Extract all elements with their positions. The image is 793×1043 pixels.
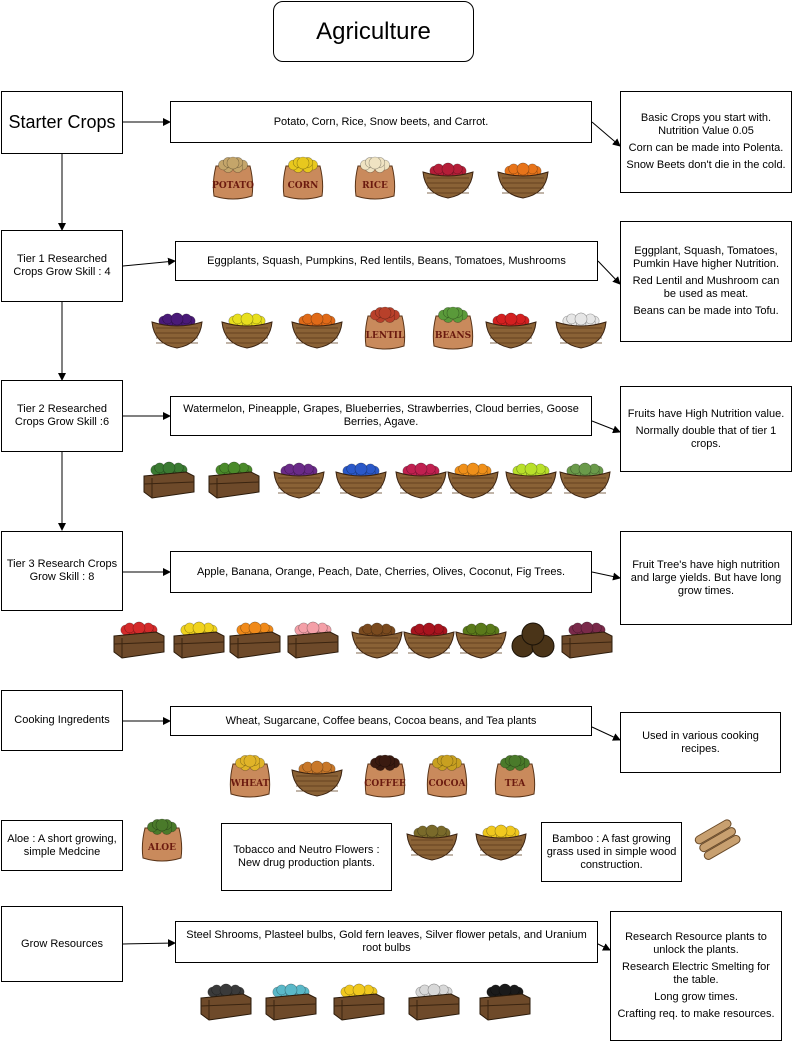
cooking-notes: Used in various cooking recipes. [620, 712, 781, 773]
basket-icon [392, 454, 450, 502]
crate-icon [205, 454, 263, 502]
arrow-grow-crops [122, 939, 176, 948]
coconut-icon [505, 614, 563, 662]
grow-resources-notes: Research Resource plants to unlock the p… [610, 911, 782, 1041]
bamboo-icon [690, 816, 748, 864]
sack-icon: WHEAT [221, 752, 279, 800]
crate-icon [476, 976, 534, 1024]
sack-icon: TEA [486, 752, 544, 800]
sack-icon: CORN [274, 154, 332, 202]
crate-icon [170, 614, 228, 662]
basket-icon [552, 304, 610, 352]
basket-icon [556, 454, 614, 502]
cooking-label: Cooking Ingredents [1, 690, 123, 751]
svg-text:COFFEE: COFFEE [364, 779, 406, 789]
crate-icon [110, 614, 168, 662]
page-title: Agriculture [273, 1, 474, 62]
svg-text:POTATO: POTATO [212, 181, 254, 191]
tier1-crops-list: Eggplants, Squash, Pumpkins, Red lentils… [175, 241, 598, 281]
tobacco-note: Tobacco and Neutro Flowers : New drug pr… [221, 823, 392, 891]
crate-icon [262, 976, 320, 1024]
starter-crops-label: Starter Crops [1, 91, 123, 154]
cooking-crops-list: Wheat, Sugarcane, Coffee beans, Cocoa be… [170, 706, 592, 736]
svg-text:WHEAT: WHEAT [230, 779, 270, 789]
tier1-notes: Eggplant, Squash, Tomatoes, Pumkin Have … [620, 221, 792, 342]
basket-icon [502, 454, 560, 502]
basket-icon [218, 304, 276, 352]
crate-icon [197, 976, 255, 1024]
crate-icon [140, 454, 198, 502]
arrow-cooking-notes [591, 726, 621, 741]
basket-icon [348, 614, 406, 662]
tier3-label: Tier 3 Research Crops Grow Skill : 8 [1, 531, 123, 611]
svg-text:COCOA: COCOA [429, 779, 467, 789]
sack-icon: LENTIL [356, 304, 414, 352]
basket-icon [444, 454, 502, 502]
svg-text:BEANS: BEANS [435, 331, 471, 341]
basket-icon [332, 454, 390, 502]
crate-icon [330, 976, 388, 1024]
basket-icon [403, 816, 461, 864]
arrow-tier1-crops [122, 257, 176, 267]
svg-text:RICE: RICE [362, 181, 388, 191]
svg-text:TEA: TEA [505, 779, 527, 789]
sack-icon: COCOA [418, 752, 476, 800]
arrow-tier1-notes [597, 260, 621, 285]
sack-icon: RICE [346, 154, 404, 202]
basket-icon [148, 304, 206, 352]
tier3-crops-list: Apple, Banana, Orange, Peach, Date, Cher… [170, 551, 592, 593]
svg-text:ALOE: ALOE [147, 843, 176, 853]
bamboo-note: Bamboo : A fast growing grass used in si… [541, 822, 682, 882]
basket-icon [472, 816, 530, 864]
crate-icon [284, 614, 342, 662]
sack-icon: BEANS [424, 304, 482, 352]
arrow-tier2-notes [591, 420, 621, 434]
basket-icon [452, 614, 510, 662]
basket-icon [288, 304, 346, 352]
tier2-notes: Fruits have High Nutrition value. Normal… [620, 386, 792, 472]
grow-resources-list: Steel Shrooms, Plasteel bulbs, Gold fern… [175, 921, 598, 963]
crate-icon [226, 614, 284, 662]
crate-icon [558, 614, 616, 662]
basket-icon [270, 454, 328, 502]
tier2-label: Tier 2 Researched Crops Grow Skill :6 [1, 380, 123, 452]
arrow-starter-notes [591, 121, 621, 147]
basket-icon [494, 154, 552, 202]
aloe-note: Aloe : A short growing, simple Medcine [1, 820, 123, 871]
starter-crops-notes: Basic Crops you start with. Nutrition Va… [620, 91, 792, 193]
tier2-crops-list: Watermelon, Pineapple, Grapes, Blueberri… [170, 396, 592, 436]
basket-icon [419, 154, 477, 202]
sack-icon: COFFEE [356, 752, 414, 800]
basket-icon [288, 752, 346, 800]
starter-crops-list: Potato, Corn, Rice, Snow beets, and Carr… [170, 101, 592, 143]
arrow-tier3-notes [591, 571, 621, 581]
tier3-notes: Fruit Tree's have high nutrition and lar… [620, 531, 792, 625]
crate-icon [405, 976, 463, 1024]
grow-resources-label: Grow Resources [1, 906, 123, 982]
sack-icon: POTATO [204, 154, 262, 202]
svg-text:LENTIL: LENTIL [366, 331, 405, 341]
tier1-label: Tier 1 Researched Crops Grow Skill : 4 [1, 230, 123, 302]
basket-icon [400, 614, 458, 662]
svg-text:CORN: CORN [288, 181, 319, 191]
basket-icon [482, 304, 540, 352]
sack-icon: ALOE [133, 816, 191, 864]
